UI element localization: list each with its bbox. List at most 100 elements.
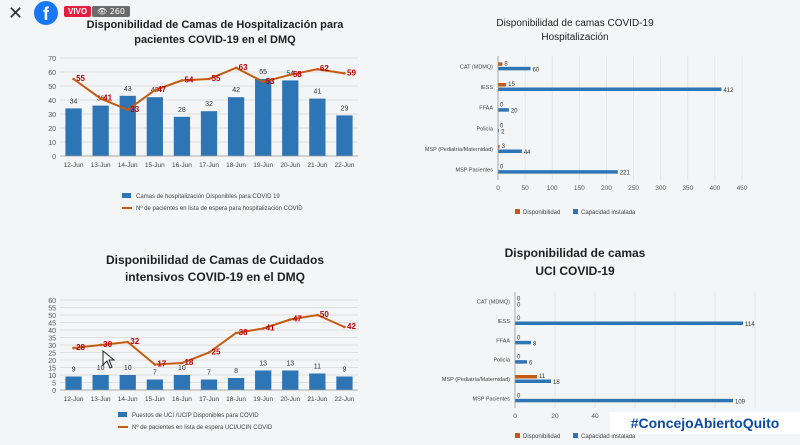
legend-label: Capacidad instalada: [581, 434, 636, 440]
eye-icon: 👁: [97, 7, 108, 16]
x-tick-label: 21-Jun: [307, 396, 327, 403]
y-category-label: Policía: [493, 358, 510, 364]
bar-data-label: 15: [508, 82, 515, 88]
bar-capacidad: [498, 170, 618, 174]
bar-data-label: 8: [533, 341, 537, 347]
chart-title: Hospitalización: [541, 32, 608, 43]
line-point: [126, 108, 130, 112]
y-tick-label: 50: [48, 313, 56, 320]
y-tick-label: 20: [48, 358, 56, 365]
bar-data-label: 221: [620, 171, 631, 177]
chart-title: intensivos COVID-19 en el DMQ: [125, 270, 305, 284]
bar-data-label: 11: [539, 374, 546, 380]
bar: [92, 105, 109, 156]
x-tick-label: 14-Jun: [118, 396, 138, 403]
line-point: [316, 67, 319, 71]
y-tick-label: 0: [52, 154, 56, 161]
y-category-label: MSP Pacientes: [472, 396, 510, 402]
legend-label: Nº de pacientes en lista de espera UCI/U…: [132, 424, 273, 431]
x-tick-label: 16-Jun: [172, 396, 192, 403]
bar-capacidad: [498, 128, 500, 133]
facebook-logo-icon[interactable]: f: [34, 1, 58, 25]
y-tick-label: 55: [48, 306, 56, 313]
stream-top-bar: ✕ f VIVO 👁 260: [0, 0, 800, 26]
y-category-label: MSP (Pediatría/Maternidad): [442, 377, 510, 383]
line-point: [180, 79, 184, 82]
x-tick-label: 22-Jun: [335, 396, 355, 403]
x-tick-label: 17-Jun: [199, 162, 219, 169]
x-tick-label: 100: [547, 185, 558, 192]
y-tick-label: 45: [48, 321, 56, 328]
line-data-label: 18: [184, 358, 193, 367]
line-point: [343, 72, 346, 75]
legend-swatch: [573, 209, 578, 214]
mouse-cursor-icon: [102, 350, 116, 369]
bar-data-label: 32: [205, 101, 213, 108]
line-point: [234, 331, 238, 335]
line-data-label: 32: [130, 337, 139, 346]
close-icon[interactable]: ✕: [8, 3, 24, 24]
bar-capacidad: [515, 379, 551, 383]
bar-data-label: 2: [501, 129, 505, 135]
bar-capacidad: [498, 149, 522, 153]
line-point: [153, 363, 157, 366]
x-tick-label: 20-Jun: [280, 396, 300, 403]
x-tick-label: 14-Jun: [118, 162, 138, 169]
line-data-label: 55: [212, 74, 221, 83]
line-data-label: 58: [293, 70, 302, 79]
bar-data-label: 3: [502, 144, 506, 150]
y-tick-label: 60: [48, 70, 56, 77]
bar-data-label: 20: [511, 109, 518, 115]
x-tick-label: 40: [591, 413, 599, 420]
bar-data-label: 13: [286, 361, 294, 368]
line-point: [99, 97, 102, 100]
bar-data-label: 28: [178, 107, 186, 114]
y-tick-label: 40: [48, 98, 56, 105]
bar-data-label: 41: [313, 89, 321, 96]
bar-capacidad: [498, 108, 509, 112]
line-point: [72, 346, 75, 350]
hashtag-banner: #ConcejoAbiertoQuito: [610, 412, 800, 434]
x-tick-label: 400: [709, 185, 720, 192]
bar: [119, 95, 136, 156]
line-data-label: 25: [212, 348, 221, 357]
x-tick-label: 200: [601, 185, 612, 192]
uci-combo-chart: Disponibilidad de Camas de Cuidados inten…: [48, 253, 358, 431]
line-point: [261, 327, 265, 330]
bar-disponibilidad: [515, 375, 537, 379]
line-data-label: 28: [76, 343, 85, 352]
bar-data-label: 10: [97, 365, 105, 372]
line-point: [72, 77, 75, 81]
line-point: [261, 80, 265, 84]
line-data-label: 47: [157, 85, 166, 94]
bar-data-label: 7: [207, 370, 211, 377]
bar: [200, 111, 218, 156]
bar-data-label: 34: [70, 98, 78, 105]
bar: [200, 379, 218, 390]
y-tick-label: 70: [48, 56, 56, 63]
bar-disponibilidad: [498, 62, 503, 66]
bar-data-label: 0: [500, 165, 504, 171]
x-tick-label: 300: [655, 185, 666, 192]
chart-title: pacientes COVID-19 en el DMQ: [134, 34, 296, 46]
legend-label: Camas de hospitalización Disponibles par…: [136, 194, 280, 200]
line-data-label: 63: [239, 63, 248, 72]
line-point: [153, 88, 157, 92]
y-tick-label: 25: [48, 351, 56, 358]
y-category-label: MSP (Pediatría/Maternidad): [425, 147, 493, 153]
bar: [146, 97, 163, 156]
x-tick-label: 250: [628, 185, 639, 192]
x-tick-label: 16-Jun: [172, 162, 192, 169]
bar-data-label: 0: [517, 335, 521, 341]
bar-data-label: 6: [529, 361, 533, 367]
bar-data-label: 0: [517, 355, 521, 361]
y-tick-label: 50: [48, 84, 56, 91]
bar-data-label: 55: [259, 69, 267, 76]
bar-capacidad: [515, 360, 527, 364]
line-point: [126, 340, 130, 344]
line-data-label: 41: [266, 324, 275, 333]
chart-title: Disponibilidad de camas: [505, 246, 646, 260]
x-tick-label: 15-Jun: [145, 396, 165, 403]
line-data-label: 38: [239, 328, 248, 337]
y-tick-label: 30: [48, 343, 56, 350]
